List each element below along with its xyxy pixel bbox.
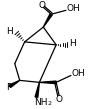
Polygon shape [43, 14, 52, 27]
Text: NH: NH [34, 98, 48, 107]
Text: OH: OH [67, 4, 81, 13]
Polygon shape [35, 82, 39, 97]
Text: O: O [39, 1, 46, 10]
Text: H: H [6, 26, 13, 36]
Text: F: F [6, 83, 11, 92]
Text: O: O [56, 95, 63, 104]
Polygon shape [39, 81, 56, 84]
Text: H: H [69, 39, 76, 48]
Text: OH: OH [72, 69, 86, 78]
Text: 2: 2 [47, 101, 51, 106]
Polygon shape [9, 80, 20, 88]
